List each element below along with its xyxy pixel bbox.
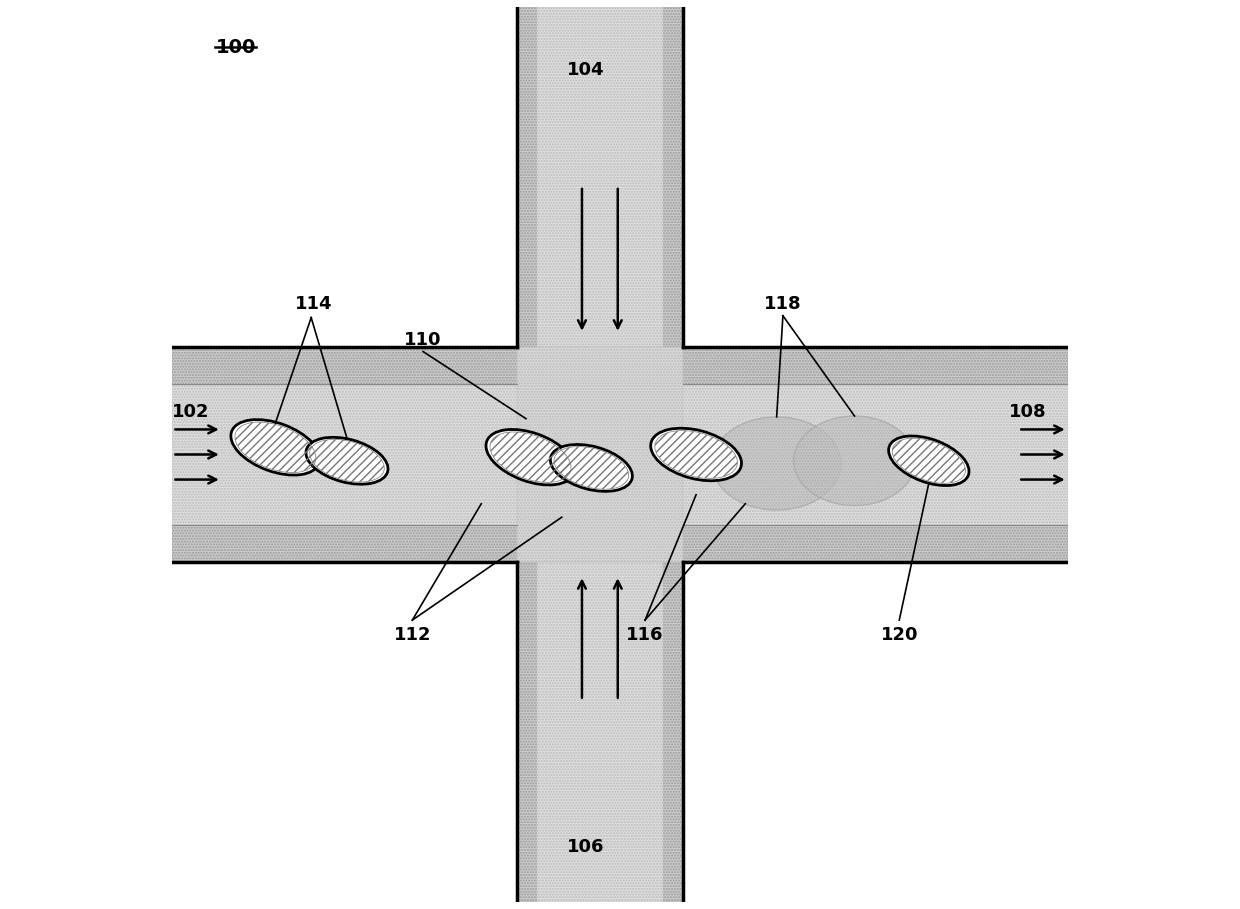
Ellipse shape bbox=[651, 428, 742, 481]
Bar bbox=[172, 347, 1068, 562]
Ellipse shape bbox=[712, 417, 841, 510]
Ellipse shape bbox=[231, 420, 320, 475]
Text: 116: 116 bbox=[626, 626, 663, 644]
Ellipse shape bbox=[306, 437, 388, 484]
Text: 112: 112 bbox=[393, 626, 432, 644]
Text: 102: 102 bbox=[171, 403, 210, 421]
Bar bbox=[537, 7, 663, 347]
Text: 110: 110 bbox=[404, 331, 441, 349]
Text: 114: 114 bbox=[295, 295, 332, 313]
Ellipse shape bbox=[794, 416, 915, 505]
Bar bbox=[172, 384, 1068, 525]
Bar bbox=[537, 7, 663, 347]
Ellipse shape bbox=[551, 445, 632, 492]
Bar bbox=[172, 347, 1068, 562]
Bar bbox=[537, 562, 663, 902]
Text: 106: 106 bbox=[567, 837, 605, 855]
Text: 100: 100 bbox=[216, 38, 255, 57]
Bar bbox=[172, 384, 1068, 525]
Ellipse shape bbox=[486, 429, 575, 484]
Text: 120: 120 bbox=[880, 626, 918, 644]
Ellipse shape bbox=[889, 436, 968, 485]
Bar bbox=[517, 7, 683, 902]
Bar bbox=[537, 562, 663, 902]
Text: 104: 104 bbox=[567, 61, 605, 78]
Text: 118: 118 bbox=[764, 295, 802, 313]
Bar bbox=[517, 347, 683, 562]
Bar bbox=[517, 7, 683, 902]
Bar bbox=[517, 347, 683, 562]
Text: 108: 108 bbox=[1008, 403, 1047, 421]
